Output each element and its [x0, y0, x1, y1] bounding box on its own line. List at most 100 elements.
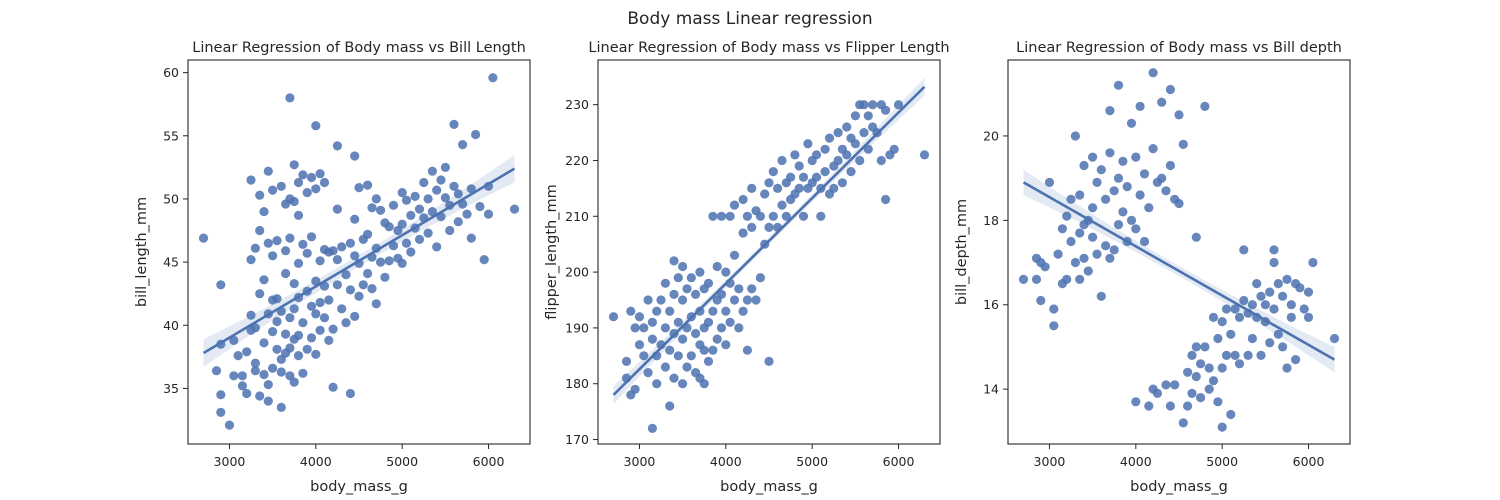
data-point	[345, 285, 355, 295]
data-point	[259, 207, 269, 217]
data-point	[1062, 274, 1072, 284]
data-point	[332, 255, 342, 265]
data-point	[734, 323, 744, 333]
y-axis-label: flipper_length_mm	[544, 184, 560, 319]
data-point	[669, 256, 679, 266]
data-point	[1088, 203, 1098, 213]
data-point	[328, 246, 338, 256]
data-point	[703, 356, 714, 366]
data-point	[1118, 156, 1128, 166]
data-point	[725, 317, 735, 327]
data-point	[1196, 393, 1206, 403]
data-point	[703, 317, 714, 327]
data-point	[721, 267, 731, 277]
data-point	[876, 155, 886, 166]
data-point	[621, 356, 632, 366]
data-point	[1066, 194, 1076, 204]
data-point	[1299, 304, 1309, 314]
data-point	[643, 295, 653, 305]
data-point	[1075, 274, 1085, 284]
data-point	[738, 228, 748, 238]
data-point	[345, 238, 355, 248]
data-point	[863, 144, 873, 154]
data-point	[466, 233, 476, 243]
data-point	[1217, 363, 1227, 373]
data-point	[302, 344, 312, 354]
data-point	[332, 204, 342, 214]
data-point	[850, 111, 861, 121]
data-point	[311, 309, 321, 319]
data-point	[1165, 84, 1175, 95]
data-point	[293, 177, 304, 188]
data-point	[246, 310, 256, 320]
data-point	[1230, 350, 1240, 360]
data-point	[224, 420, 235, 430]
data-point	[1273, 329, 1283, 339]
data-point	[665, 345, 675, 355]
data-point	[1144, 203, 1154, 213]
data-point	[380, 272, 390, 282]
data-point	[764, 222, 774, 232]
data-point	[1101, 241, 1111, 251]
data-point	[371, 194, 381, 204]
data-point	[237, 371, 247, 381]
data-point	[1062, 211, 1072, 221]
data-point	[293, 351, 304, 361]
chart-panel-3: Linear Regression of Body mass vs Bill d…	[954, 40, 1351, 495]
data-point	[1165, 160, 1175, 171]
data-point	[716, 211, 727, 221]
data-point	[790, 150, 800, 160]
data-point	[652, 379, 662, 389]
data-point	[367, 284, 377, 294]
data-point	[302, 248, 312, 258]
chart-title: Linear Regression of Body mass vs Flippe…	[588, 40, 949, 56]
data-point	[1303, 287, 1314, 297]
data-point	[246, 175, 256, 185]
data-point	[755, 273, 766, 283]
y-tick-label: 18	[983, 213, 999, 228]
figure-title: Body mass Linear regression	[627, 9, 872, 29]
data-point	[475, 201, 485, 212]
data-point	[315, 297, 325, 308]
data-point	[1291, 355, 1301, 365]
data-point	[673, 317, 683, 327]
y-axis-label: bill_depth_mm	[954, 199, 970, 305]
data-point	[820, 144, 830, 154]
panels: Linear Regression of Body mass vs Bill L…	[134, 40, 1351, 495]
data-point	[777, 155, 787, 166]
y-tick-label: 230	[565, 97, 589, 112]
data-point	[626, 306, 636, 316]
data-point	[1221, 350, 1232, 360]
regression-line	[612, 85, 926, 396]
data-point	[211, 366, 222, 376]
data-point	[268, 185, 278, 195]
y-tick-label: 40	[163, 318, 179, 333]
data-point	[1278, 342, 1288, 352]
x-tick-label: 6000	[473, 454, 505, 469]
data-point	[1053, 249, 1063, 259]
data-point	[1049, 304, 1059, 314]
data-point	[281, 268, 291, 279]
data-point	[471, 129, 481, 140]
data-point	[216, 280, 226, 290]
y-tick-label: 14	[983, 382, 999, 397]
y-tick-label: 55	[163, 128, 179, 143]
data-point	[315, 325, 325, 335]
data-point	[747, 222, 757, 232]
x-tick-label: 3000	[1034, 454, 1066, 469]
data-point	[311, 121, 321, 131]
data-point	[250, 323, 260, 333]
data-point	[699, 379, 709, 389]
data-point	[881, 105, 891, 115]
data-point	[384, 222, 394, 232]
data-point	[673, 351, 683, 361]
data-point	[781, 211, 791, 221]
data-point	[246, 255, 256, 265]
data-point	[1243, 350, 1253, 360]
data-point	[716, 323, 727, 333]
data-point	[319, 313, 330, 323]
data-point	[1269, 245, 1279, 255]
x-tick-label: 3000	[624, 454, 656, 469]
data-point	[1217, 317, 1227, 327]
data-point	[682, 284, 692, 294]
